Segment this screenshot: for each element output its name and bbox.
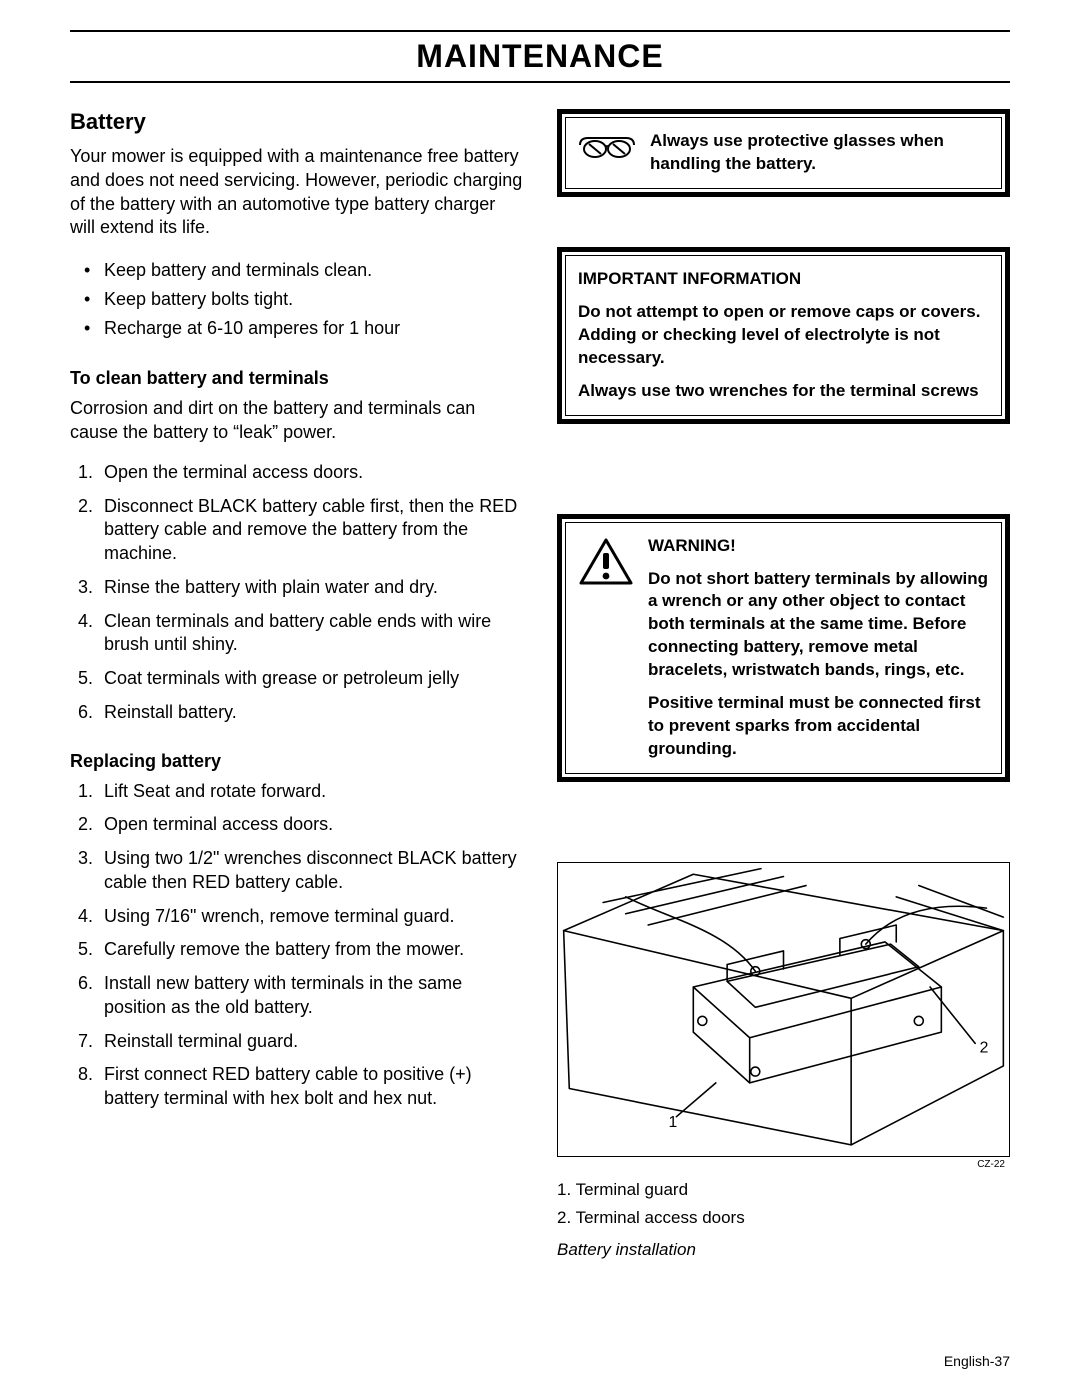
list-item: Using 7/16" wrench, remove terminal guar… <box>70 905 523 929</box>
spacer <box>557 832 1010 862</box>
list-item: Clean terminals and battery cable ends w… <box>70 610 523 658</box>
list-item: Rinse the battery with plain water and d… <box>70 576 523 600</box>
columns: Battery Your mower is equipped with a ma… <box>70 109 1010 1260</box>
battery-intro: Your mower is equipped with a maintenanc… <box>70 145 523 240</box>
page-footer: English-37 <box>944 1353 1010 1369</box>
list-item: Using two 1/2" wrenches disconnect BLACK… <box>70 847 523 895</box>
figure-title: Battery installation <box>557 1240 1010 1260</box>
figure-label-2: 2 <box>980 1039 989 1056</box>
list-item: Coat terminals with grease or petroleum … <box>70 667 523 691</box>
important-info-callout: IMPORTANT INFORMATION Do not attempt to … <box>557 247 1010 424</box>
list-item: Install new battery with terminals in th… <box>70 972 523 1020</box>
spacer <box>557 474 1010 514</box>
list-item: Reinstall terminal guard. <box>70 1030 523 1054</box>
footer-label: English- <box>944 1353 995 1369</box>
battery-bullets: Keep battery and terminals clean. Keep b… <box>70 256 523 342</box>
page-container: MAINTENANCE Battery Your mower is equipp… <box>0 0 1080 1397</box>
clean-intro: Corrosion and dirt on the battery and te… <box>70 397 523 445</box>
warn-p2: Positive terminal must be connected firs… <box>648 692 989 761</box>
right-column: Always use protective glasses when handl… <box>557 109 1010 1260</box>
list-item: Reinstall battery. <box>70 701 523 725</box>
rule-top <box>70 30 1010 32</box>
glasses-icon <box>578 130 636 167</box>
list-item: Open terminal access doors. <box>70 813 523 837</box>
list-item: Lift Seat and rotate forward. <box>70 780 523 804</box>
list-item: Carefully remove the battery from the mo… <box>70 938 523 962</box>
replace-heading: Replacing battery <box>70 751 523 772</box>
page-title: MAINTENANCE <box>70 38 1010 75</box>
glasses-label: Always use protective glasses when handl… <box>650 130 989 176</box>
figure-callout-2: 2. Terminal access doors <box>557 1205 1010 1231</box>
warning-callout: WARNING! Do not short battery terminals … <box>557 514 1010 782</box>
list-item: Open the terminal access doors. <box>70 461 523 485</box>
list-item: Keep battery and terminals clean. <box>70 256 523 285</box>
warn-p1: Do not short battery terminals by allowi… <box>648 568 989 683</box>
figure-callouts: 1. Terminal guard 2. Terminal access doo… <box>557 1177 1010 1230</box>
list-item: Keep battery bolts tight. <box>70 285 523 314</box>
warning-icon <box>578 535 634 592</box>
battery-heading: Battery <box>70 109 523 135</box>
figure-callout-1: 1. Terminal guard <box>557 1177 1010 1203</box>
list-item: Disconnect BLACK battery cable first, th… <box>70 495 523 566</box>
rule-bottom <box>70 81 1010 83</box>
glasses-callout: Always use protective glasses when handl… <box>557 109 1010 197</box>
clean-heading: To clean battery and terminals <box>70 368 523 389</box>
clean-steps: Open the terminal access doors. Disconne… <box>70 461 523 725</box>
footer-page-number: 37 <box>994 1353 1010 1369</box>
list-item: Recharge at 6-10 amperes for 1 hour <box>70 314 523 343</box>
info-p1: Do not attempt to open or remove caps or… <box>578 301 989 370</box>
info-p2: Always use two wrenches for the terminal… <box>578 380 989 403</box>
glasses-text: Always use protective glasses when handl… <box>650 130 989 176</box>
battery-figure: 1 2 CZ-22 <box>557 862 1010 1157</box>
list-item: First connect RED battery cable to posit… <box>70 1063 523 1111</box>
info-heading: IMPORTANT INFORMATION <box>578 268 989 291</box>
figure-ref: CZ-22 <box>977 1159 1005 1170</box>
replace-steps: Lift Seat and rotate forward. Open termi… <box>70 780 523 1111</box>
figure-label-1: 1 <box>668 1114 677 1131</box>
warn-heading: WARNING! <box>648 535 989 558</box>
battery-diagram-svg: 1 2 <box>558 863 1009 1156</box>
left-column: Battery Your mower is equipped with a ma… <box>70 109 523 1260</box>
